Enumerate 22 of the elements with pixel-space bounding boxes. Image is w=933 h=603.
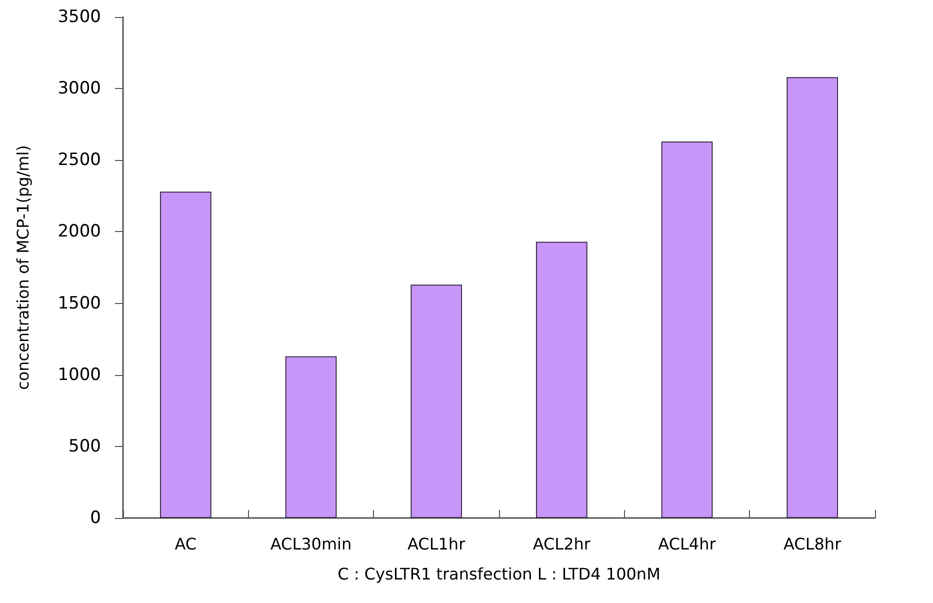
y-tick-label: 500 [68,436,101,456]
y-tick-label: 2500 [58,150,101,170]
bar [661,142,713,518]
y-tick-label: 1500 [58,293,101,314]
bar [160,192,212,518]
y-tick-label: 2000 [58,222,101,242]
x-axis-title: C : CysLTR1 transfection L : LTD4 100nM [338,564,660,584]
y-tick-label: 1000 [58,364,101,385]
bar [410,284,462,518]
x-tick-label: ACL8hr [784,534,842,554]
bar [786,77,838,518]
x-tick-label: AC [174,534,197,554]
y-tick-label: 3000 [58,78,101,99]
bar [285,356,337,518]
y-tick-label: 0 [90,508,101,528]
x-tick-label: ACL30min [270,534,352,554]
bar [536,242,588,518]
y-tick-label: 3500 [58,7,101,27]
x-tick-label: ACL2hr [532,534,591,554]
y-axis-title: concentration of MCP-1(pg/ml) [14,145,32,390]
x-tick-label: ACL4hr [658,534,716,554]
x-tick-label: ACL1hr [408,534,466,554]
